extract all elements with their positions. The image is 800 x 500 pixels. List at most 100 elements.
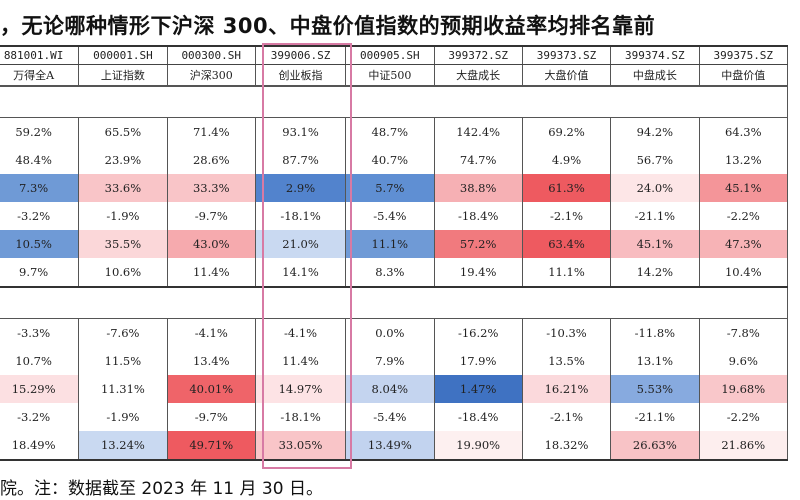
value-cell: 21.0% [254,230,347,258]
section-cell [610,287,700,319]
value-cell: 142.4% [433,117,523,146]
value-cell: 61.3% [521,174,612,202]
name-row-cell: 中盘价值 [698,64,789,87]
value-cell: 40.01% [166,375,256,403]
value-cell: -3.2% [0,403,80,431]
section-cell [78,86,168,118]
value-cell: -9.7% [166,202,256,230]
value-cell: 0.0% [345,318,435,347]
section-cell [699,287,789,319]
name-row-cell: 上证指数 [78,64,168,87]
value-cell: 11.5% [78,347,168,375]
value-cell: 19.68% [698,375,789,403]
value-cell: 11.31% [78,375,168,403]
value-cell: -5.4% [345,403,435,431]
value-cell: 11.4% [254,347,347,375]
table-row: 10.5% 35.5% 43.0% 21.0% 11.1% 57.2% 63.4% 45.1%… [0,230,789,258]
section-cell [255,287,346,319]
table-row: 48.4% 23.9% 28.6% 87.7% 40.7% 74.7% 4.9% 56.7% 1… [0,146,789,174]
value-cell: 47.3% [698,230,789,258]
section-cell [345,287,434,319]
value-cell: 15.29% [0,375,80,403]
value-cell: 10.6% [78,258,168,288]
value-cell: -1.9% [78,202,168,230]
value-cell: -16.2% [433,318,523,347]
table-row: -3.2% -1.9% -9.7% -18.1% -5.4% -18.4% -2.1% -21… [0,403,789,431]
value-cell: 38.8% [433,174,523,202]
section-cell [522,86,611,118]
value-cell: 63.4% [521,230,612,258]
value-cell: -7.6% [78,318,168,347]
value-cell: 5.7% [345,174,435,202]
value-cell: -3.2% [0,202,80,230]
code-row-cell: 000300.SH [166,45,256,65]
value-cell: 35.5% [78,230,168,258]
section-cell: 2019-2023年五年回归 [0,86,79,118]
code-row-cell: 399374.SZ [610,45,700,65]
value-cell: 13.4% [166,347,256,375]
section-header-median: 回归历史合理中枢（参考过去5年累计收益率-累计ROE的中位数） [0,287,789,319]
value-cell: -7.8% [698,318,789,347]
value-cell: 48.4% [0,146,80,174]
value-cell: -3.3% [0,318,80,347]
code-row-cell: 881001.WI [0,45,80,65]
valuation-table: 881001.WI 000001.SH 000300.SH 399006.SZ 0009… [0,45,789,461]
name-row-cell: 沪深300 [166,64,256,87]
section-cell [699,86,789,118]
value-cell: 43.0% [166,230,256,258]
value-cell: 56.7% [610,146,700,174]
value-cell: 28.6% [166,146,256,174]
name-row-cell: 大盘成长 [433,64,523,87]
section-cell [345,86,434,118]
value-cell: 33.3% [166,174,256,202]
value-cell: -2.2% [698,202,789,230]
value-cell: 87.7% [254,146,347,174]
value-cell: 9.7% [0,258,80,288]
page-title: ，无论哪种情形下沪深 300、中盘价值指数的预期收益率均排名靠前 [0,14,656,38]
value-cell: 64.3% [698,117,789,146]
value-cell: 57.2% [433,230,523,258]
name-row-cell: 中盘成长 [610,64,700,87]
value-cell: 9.6% [698,347,789,375]
value-cell: 13.49% [345,431,435,461]
value-cell: 94.2% [610,117,700,146]
value-cell: 45.1% [698,174,789,202]
code-row-cell: 000905.SH [345,45,435,65]
value-cell: 69.2% [521,117,612,146]
value-cell: 93.1% [254,117,347,146]
section-cell [255,86,346,118]
value-cell: 18.49% [0,431,80,461]
section-cell: 回归历史合理中枢（参考过去5年累计收益率-累计ROE的中位数） [0,287,79,319]
section-cell [167,287,256,319]
value-cell: 48.7% [345,117,435,146]
value-cell: 14.1% [254,258,347,288]
value-cell: 49.71% [166,431,256,461]
code-row-cell: 399006.SZ [254,45,347,65]
code-row: 881001.WI 000001.SH 000300.SH 399006.SZ 0009… [0,45,789,65]
value-cell: 17.9% [433,347,523,375]
code-row-cell: 399375.SZ [698,45,789,65]
table-row: 18.49% 13.24% 49.71% 33.05% 13.49% 19.90% 18.3… [0,431,789,461]
value-cell: 10.4% [698,258,789,288]
value-cell: 11.4% [166,258,256,288]
value-cell: 71.4% [166,117,256,146]
value-cell: 13.2% [698,146,789,174]
value-cell: -2.1% [521,202,612,230]
value-cell: -21.1% [610,403,700,431]
value-cell: 11.1% [521,258,612,288]
value-cell: 21.86% [698,431,789,461]
value-cell: 26.63% [610,431,700,461]
value-cell: 5.53% [610,375,700,403]
value-cell: 74.7% [433,146,523,174]
value-cell: -4.1% [254,318,347,347]
value-cell: 45.1% [610,230,700,258]
table-row: 59.2% 65.5% 71.4% 93.1% 48.7% 142.4% 69.2% 94.2… [0,117,789,146]
value-cell: 18.32% [521,431,612,461]
name-row-cell: 万得全A [0,64,80,87]
value-cell: -18.1% [254,202,347,230]
value-cell: -5.4% [345,202,435,230]
table-row: 9.7% 10.6% 11.4% 14.1% 8.3% 19.4% 11.1% 14.2% 10… [0,258,789,288]
value-cell: -11.8% [610,318,700,347]
section-cell [522,287,611,319]
table-row: 15.29% 11.31% 40.01% 14.97% 8.04% 1.47% 16.21%… [0,375,789,403]
